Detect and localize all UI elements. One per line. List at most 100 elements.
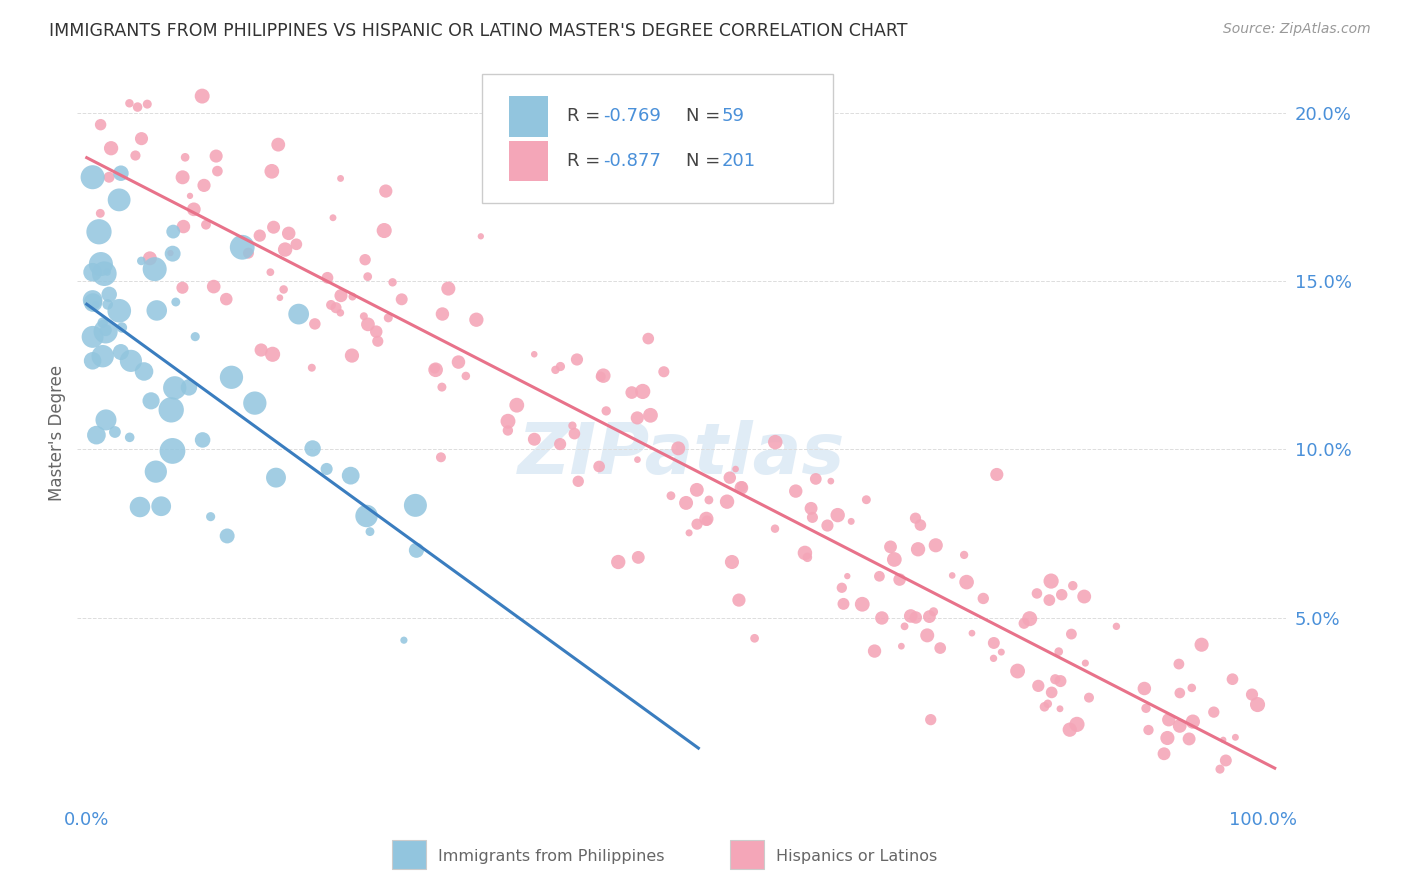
Point xyxy=(129,500,152,514)
Point xyxy=(1105,619,1128,633)
Point xyxy=(889,573,911,587)
Point xyxy=(904,511,927,525)
Point xyxy=(1060,627,1083,641)
Point xyxy=(626,411,648,425)
Point xyxy=(1133,681,1156,696)
Point xyxy=(595,404,617,418)
Point xyxy=(260,164,283,178)
Point xyxy=(304,317,326,331)
Point xyxy=(972,591,994,606)
Point xyxy=(1222,672,1244,686)
Point xyxy=(366,325,388,339)
Point xyxy=(136,97,159,112)
Point xyxy=(544,363,567,377)
Point xyxy=(150,500,173,514)
Point xyxy=(94,413,117,427)
Point xyxy=(837,569,859,583)
Point xyxy=(1167,657,1189,671)
Point xyxy=(820,474,842,488)
Text: R =: R = xyxy=(567,152,606,169)
Point xyxy=(405,543,427,558)
Point xyxy=(269,291,291,305)
Point xyxy=(626,452,648,467)
Point xyxy=(960,626,983,640)
Point xyxy=(695,512,717,526)
Point xyxy=(1157,713,1180,727)
Point xyxy=(98,170,121,185)
Point xyxy=(104,425,127,439)
Point xyxy=(929,641,952,656)
Point xyxy=(301,442,323,456)
Point xyxy=(631,384,654,399)
Point xyxy=(110,166,132,180)
Point xyxy=(82,170,104,185)
Point xyxy=(339,468,361,483)
Point xyxy=(496,414,519,428)
Point xyxy=(110,345,132,359)
Point xyxy=(839,515,862,529)
Point xyxy=(675,496,697,510)
Point xyxy=(221,370,243,384)
Point xyxy=(1225,731,1247,745)
Point xyxy=(454,369,477,384)
Point xyxy=(87,225,110,239)
Point xyxy=(1033,699,1056,714)
Text: Source: ZipAtlas.com: Source: ZipAtlas.com xyxy=(1223,22,1371,37)
Point xyxy=(193,178,215,193)
Point xyxy=(523,347,546,361)
Text: N =: N = xyxy=(686,152,725,169)
Point xyxy=(851,597,873,611)
Point xyxy=(718,471,741,485)
Point xyxy=(920,713,942,727)
Point xyxy=(404,499,426,513)
Point xyxy=(159,246,181,260)
Point xyxy=(1047,645,1070,659)
Point xyxy=(172,219,194,234)
Point xyxy=(804,472,827,486)
Point xyxy=(620,385,643,400)
Point xyxy=(184,329,207,343)
Point xyxy=(118,430,141,444)
Point xyxy=(330,288,353,302)
Point xyxy=(1062,579,1084,593)
Point xyxy=(1209,762,1232,776)
Point xyxy=(666,442,689,456)
FancyBboxPatch shape xyxy=(509,96,548,136)
Point xyxy=(922,605,945,619)
Point xyxy=(263,220,285,235)
Point xyxy=(132,364,155,378)
Point xyxy=(274,243,297,257)
Point xyxy=(131,131,153,145)
Point xyxy=(1135,701,1157,715)
Point xyxy=(1026,586,1049,600)
Point xyxy=(863,644,886,658)
Point xyxy=(163,381,186,395)
Point xyxy=(325,301,347,315)
Y-axis label: Master's Degree: Master's Degree xyxy=(48,365,66,500)
Point xyxy=(1153,747,1175,761)
Point xyxy=(392,633,415,648)
Point xyxy=(322,211,344,225)
Point xyxy=(91,316,114,330)
Point xyxy=(202,279,225,293)
Point xyxy=(1049,702,1071,716)
Point xyxy=(1073,590,1095,604)
Point xyxy=(356,508,378,523)
Point xyxy=(1202,705,1225,719)
Point xyxy=(231,240,253,254)
Point xyxy=(207,164,229,178)
Point xyxy=(120,354,142,368)
Point xyxy=(637,332,659,346)
Point xyxy=(904,610,927,624)
Text: R =: R = xyxy=(567,108,606,126)
Point xyxy=(831,581,853,595)
Point xyxy=(1066,717,1088,731)
Point xyxy=(801,510,824,524)
Point xyxy=(793,546,815,560)
Point xyxy=(82,353,104,368)
Point xyxy=(1040,685,1063,699)
Point xyxy=(165,295,187,310)
Point xyxy=(425,363,447,377)
Text: ZIPatlas: ZIPatlas xyxy=(519,420,845,490)
Point xyxy=(340,349,363,363)
